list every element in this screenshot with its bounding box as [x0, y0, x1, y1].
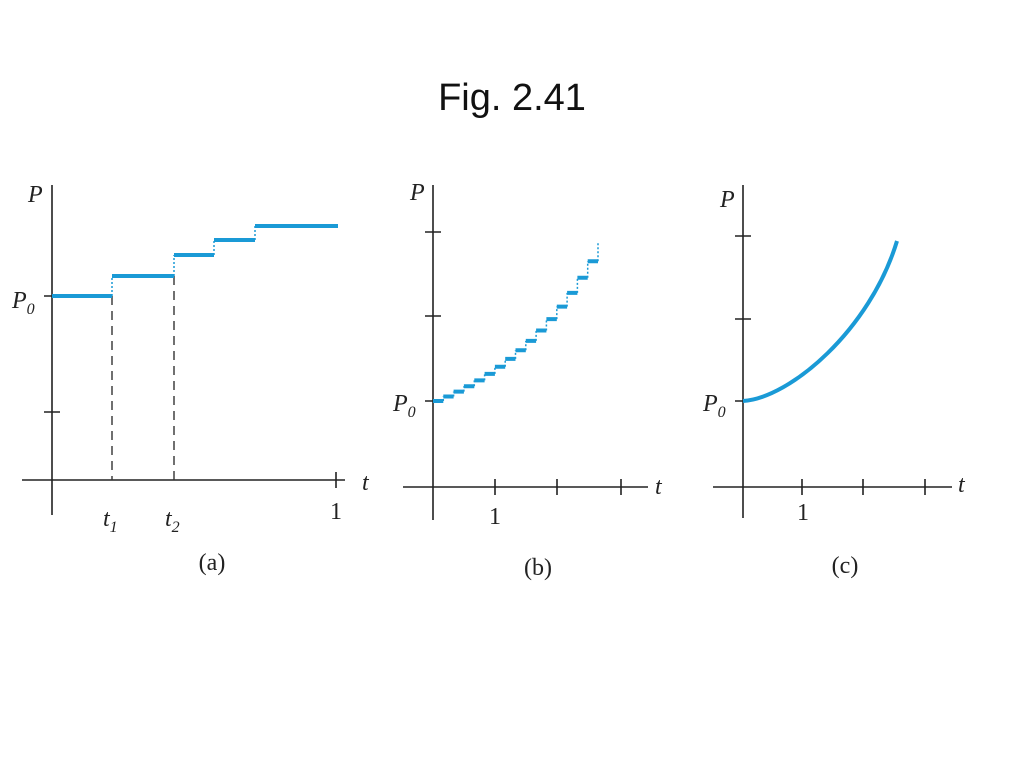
risers	[442, 243, 599, 401]
smooth-curve	[742, 240, 899, 403]
panel-a: P P0 t t1 t2 1 (a)	[11, 182, 370, 576]
risers	[111, 226, 256, 296]
axes	[403, 185, 648, 520]
step-curve	[433, 259, 598, 403]
x-label: t	[958, 472, 966, 498]
step-curve	[52, 224, 338, 298]
caption: (c)	[832, 553, 859, 579]
y-label: P	[27, 182, 43, 208]
panel-c: P P0 t 1 (c)	[702, 185, 966, 579]
x-tick-label: 1	[489, 504, 501, 530]
x-tick-label: 1	[797, 500, 809, 526]
p0-label: P0	[11, 288, 35, 318]
y-label: P	[409, 180, 425, 206]
t1-label: t1	[103, 506, 118, 536]
caption: (a)	[199, 550, 226, 576]
y-label: P	[719, 187, 735, 213]
p0-label: P0	[702, 391, 726, 421]
axes	[713, 185, 952, 518]
caption: (b)	[524, 555, 552, 581]
axes	[22, 185, 345, 515]
x-label: t	[655, 474, 663, 500]
p0-label: P0	[392, 391, 416, 421]
title: Fig. 2.41	[438, 77, 586, 119]
x-label: t	[362, 470, 370, 496]
dashed-guides	[111, 276, 175, 480]
x-tick-label: 1	[330, 499, 342, 525]
t2-label: t2	[165, 506, 180, 536]
panel-b: P P0 t 1 (b)	[392, 180, 663, 581]
